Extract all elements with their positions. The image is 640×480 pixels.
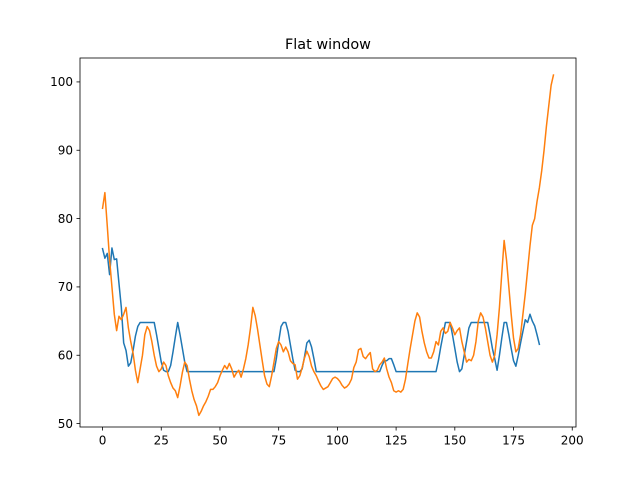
- axes-layer: 0 25 50 75 100 125 150 175 200 50 60 70 80 90 100: [50, 57, 584, 448]
- y-tick-label: 90: [58, 144, 73, 158]
- x-tick-label: 200: [561, 434, 584, 448]
- series-line-1: [101, 247, 541, 373]
- x-tick-label: 25: [154, 434, 169, 448]
- series-layer: [101, 74, 555, 417]
- series-line-2: [101, 74, 555, 417]
- y-tick-label: 100: [50, 75, 73, 89]
- y-tick-label: 70: [58, 280, 73, 294]
- y-tick-label: 50: [58, 417, 73, 431]
- x-tick-label: 125: [385, 434, 408, 448]
- chart-title: Flat window: [285, 37, 371, 53]
- x-tick-label: 0: [99, 434, 107, 448]
- y-tick-label: 80: [58, 212, 73, 226]
- plot-frame: [79, 57, 577, 428]
- x-tick-label: 50: [212, 434, 227, 448]
- x-tick-label: 75: [271, 434, 286, 448]
- x-tick-label: 150: [443, 434, 466, 448]
- x-tick-label: 175: [502, 434, 525, 448]
- x-tick-label: 100: [326, 434, 349, 448]
- y-tick-label: 60: [58, 349, 73, 363]
